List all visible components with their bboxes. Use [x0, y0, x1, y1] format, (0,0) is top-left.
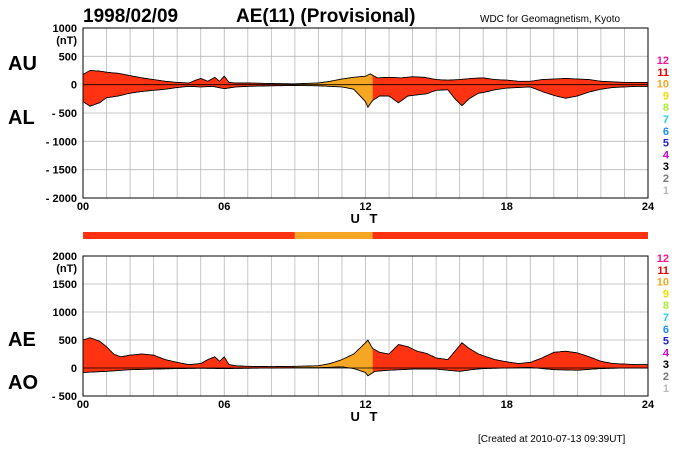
legend-entry: 12: [657, 55, 669, 67]
legend-entry: 6: [663, 126, 669, 138]
legend-entry: 9: [663, 90, 669, 102]
y-tick-label: 2000: [53, 251, 77, 263]
legend-entry: 7: [663, 312, 669, 324]
au-al-x-tick-labels: 00 06 12 18 24: [77, 201, 655, 213]
y-tick-label: 1000: [53, 23, 77, 35]
legend-entry: 5: [663, 138, 669, 150]
area-orange-segment: [294, 73, 373, 108]
x-tick-label: 06: [218, 201, 230, 213]
area-red-segment: [83, 337, 295, 373]
status-bar: [83, 232, 648, 239]
au-al-unit: (nT): [56, 35, 77, 47]
x-tick-label: 06: [218, 399, 230, 411]
series-ao-line: [82, 366, 648, 377]
legend-entry: 1: [663, 383, 669, 395]
y-tick-label: - 1500: [46, 165, 77, 177]
x-tick-label: 18: [501, 399, 513, 411]
ae-ao-grid: [83, 256, 648, 396]
au-al-y-tick-labels: 1000 500 0 - 500 - 1000 - 1500 - 2000: [46, 23, 77, 205]
area-red-segment: [372, 342, 648, 373]
au-al-x-axis-label: U T: [351, 211, 381, 226]
legend-entry: 11: [657, 265, 669, 277]
x-tick-label: 18: [501, 201, 513, 213]
y-tick-label: 500: [59, 51, 77, 63]
ae-ao-y-tick-labels: 2000 1500 1000 500 0 - 500: [52, 251, 77, 403]
au-label: AU: [8, 53, 37, 75]
al-label: AL: [8, 107, 35, 129]
series-ae-line: [82, 337, 648, 368]
au-al-fill: [82, 70, 648, 109]
legend-entry: 9: [663, 288, 669, 300]
x-tick-label: 12: [359, 201, 371, 213]
legend-entry: 2: [663, 173, 669, 185]
x-tick-label: 00: [77, 201, 89, 213]
legend-entry: 7: [663, 114, 669, 126]
legend-entry: 10: [657, 79, 669, 91]
status-bar-segment: [372, 232, 648, 239]
legend-entry: 10: [657, 277, 669, 289]
ae-ao-x-tick-labels: 00 06 12 18 24: [77, 399, 655, 411]
x-tick-label: 00: [77, 399, 89, 411]
ae-ao-frame: [82, 255, 649, 397]
legend-entry: 3: [663, 359, 669, 371]
y-tick-label: - 500: [52, 108, 77, 120]
y-tick-label: 1500: [53, 279, 77, 291]
y-tick-label: - 500: [52, 391, 77, 403]
ae-ao-fill: [82, 337, 648, 377]
created-timestamp: [Created at 2010-07-13 09:39UT]: [478, 434, 626, 445]
series-au-line: [82, 70, 648, 85]
legend-entry: 12: [657, 253, 669, 265]
y-tick-label: 500: [59, 335, 77, 347]
x-tick-label: 12: [359, 399, 371, 411]
legend-entry: 1: [663, 185, 669, 197]
x-tick-label: 24: [642, 201, 655, 213]
legend-entry: 2: [663, 371, 669, 383]
au-al-grid: [83, 28, 648, 198]
ae-ao-unit: (nT): [56, 263, 77, 275]
area-red-segment: [372, 75, 648, 106]
x-tick-label: 24: [642, 399, 655, 411]
date-label: 1998/02/09: [83, 6, 178, 27]
y-tick-label: 0: [71, 80, 77, 92]
ae-ao-x-axis-label: U T: [351, 409, 381, 424]
y-tick-label: 1000: [53, 307, 77, 319]
y-tick-label: - 2000: [46, 193, 77, 205]
figure-title: AE(11) (Provisional): [236, 6, 416, 27]
area-red-segment: [83, 70, 295, 107]
au-al-frame: [82, 27, 649, 199]
series-al-line: [82, 85, 648, 109]
legend-entry: 6: [663, 324, 669, 336]
legend-entry: 5: [663, 336, 669, 348]
ao-label: AO: [8, 372, 38, 394]
legend-entry: 8: [663, 300, 669, 312]
area-orange-segment: [294, 340, 373, 376]
legend-entry: 8: [663, 102, 669, 114]
legend-entry: 4: [663, 347, 670, 359]
ae-label: AE: [8, 329, 36, 351]
source-label: WDC for Geomagnetism, Kyoto: [480, 14, 620, 25]
y-tick-label: - 1000: [46, 136, 77, 148]
status-bar-segment: [83, 232, 295, 239]
legend-entry: 3: [663, 161, 669, 173]
legend-entry: 4: [663, 149, 670, 161]
y-tick-label: 0: [71, 363, 77, 375]
legend-entry: 11: [657, 67, 669, 79]
status-bar-segment: [294, 232, 373, 239]
